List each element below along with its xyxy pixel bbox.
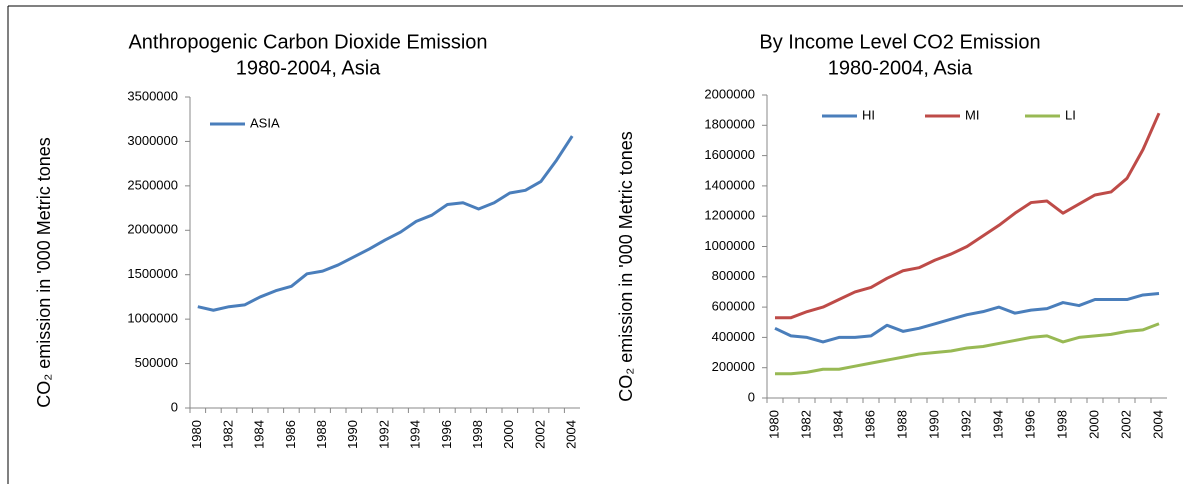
x-tick-label: 2002 xyxy=(532,420,547,449)
data-line xyxy=(775,112,1161,320)
chart-title: Anthropogenic Carbon Dioxide Emission xyxy=(128,31,487,53)
chart-title: By Income Level CO2 Emission xyxy=(759,31,1040,53)
y-tick-label: 1500000 xyxy=(127,266,178,281)
x-tick-label: 1982 xyxy=(798,410,813,439)
x-tick-label: 1994 xyxy=(408,420,423,449)
data-line xyxy=(775,322,1160,376)
y-tick-label: 500000 xyxy=(135,355,178,370)
legend-label: MI xyxy=(965,107,979,122)
x-tick-label: 1984 xyxy=(830,410,845,439)
data-line xyxy=(774,291,1160,344)
x-tick-label: 1990 xyxy=(926,410,941,439)
x-tick-label: 1988 xyxy=(314,420,329,449)
y-tick-label: 200000 xyxy=(712,359,755,374)
y-tick-label: 1000000 xyxy=(704,238,755,253)
x-tick-label: 2002 xyxy=(1118,410,1133,439)
x-tick-label: 1992 xyxy=(958,410,973,439)
y-tick-label: 2500000 xyxy=(127,177,178,192)
x-tick-label: 1994 xyxy=(990,410,1005,439)
x-tick-label: 1990 xyxy=(345,420,360,449)
y-tick-label: 1800000 xyxy=(704,117,755,132)
y-tick-label: 1400000 xyxy=(704,177,755,192)
y-tick-label: 600000 xyxy=(712,299,755,314)
y-tick-label: 3000000 xyxy=(127,133,178,148)
legend-label: HI xyxy=(862,107,875,122)
y-tick-label: 0 xyxy=(748,389,755,404)
x-tick-label: 1996 xyxy=(439,420,454,449)
y-tick-label: 1000000 xyxy=(127,311,178,326)
x-tick-label: 1980 xyxy=(189,420,204,449)
x-tick-label: 1988 xyxy=(894,410,909,439)
x-tick-label: 2004 xyxy=(1150,410,1165,439)
x-tick-label: 1992 xyxy=(376,420,391,449)
chart-subtitle: 1980-2004, Asia xyxy=(828,57,973,79)
data-line xyxy=(197,135,574,312)
x-tick-label: 1984 xyxy=(252,420,267,449)
x-tick-label: 1982 xyxy=(220,420,235,449)
x-tick-label: 1980 xyxy=(766,410,781,439)
x-tick-label: 1986 xyxy=(862,410,877,439)
y-tick-label: 2000000 xyxy=(127,222,178,237)
y-tick-label: 400000 xyxy=(712,329,755,344)
x-tick-label: 1986 xyxy=(283,420,298,449)
x-tick-label: 2004 xyxy=(564,420,579,449)
x-tick-label: 2000 xyxy=(501,420,516,449)
x-tick-label: 1996 xyxy=(1022,410,1037,439)
y-tick-label: 2000000 xyxy=(704,86,755,101)
y-tick-label: 3500000 xyxy=(127,88,178,103)
y-tick-label: 800000 xyxy=(712,268,755,283)
x-tick-label: 2000 xyxy=(1086,410,1101,439)
y-axis-label: CO₂ emission in '000 Metric tones xyxy=(34,137,54,408)
y-tick-label: 1600000 xyxy=(704,147,755,162)
legend-label: ASIA xyxy=(250,115,280,130)
y-tick-label: 1200000 xyxy=(704,208,755,223)
x-tick-label: 1998 xyxy=(1054,410,1069,439)
x-tick-label: 1998 xyxy=(470,420,485,449)
y-tick-label: 0 xyxy=(171,399,178,414)
legend-label: LI xyxy=(1065,107,1076,122)
y-axis-label: CO₂ emission in '000 Metric tones xyxy=(616,131,636,402)
chart-subtitle: 1980-2004, Asia xyxy=(236,57,381,79)
